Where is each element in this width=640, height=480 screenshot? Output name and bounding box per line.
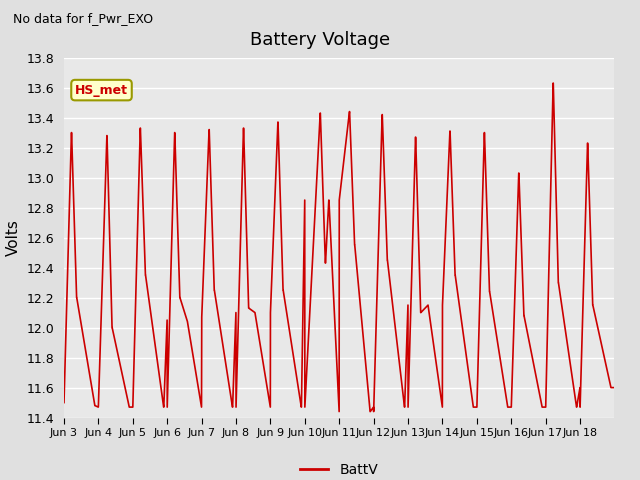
Text: No data for f_Pwr_EXO: No data for f_Pwr_EXO bbox=[13, 12, 153, 25]
Text: HS_met: HS_met bbox=[75, 84, 128, 96]
Text: Battery Voltage: Battery Voltage bbox=[250, 31, 390, 49]
Y-axis label: Volts: Volts bbox=[6, 219, 21, 256]
Legend: BattV: BattV bbox=[295, 457, 383, 480]
